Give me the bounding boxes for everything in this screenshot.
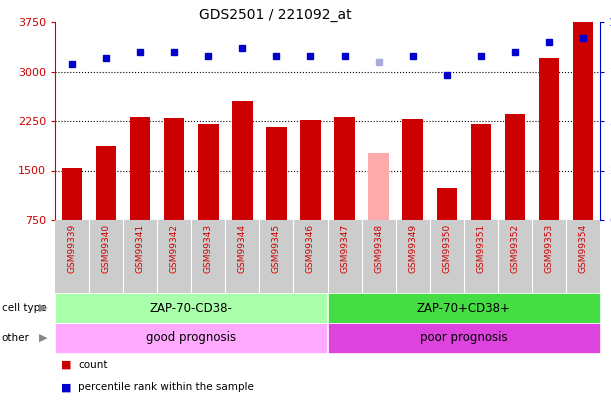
Text: GSM99340: GSM99340: [101, 224, 111, 273]
Text: ▶: ▶: [38, 333, 47, 343]
Text: GSM99352: GSM99352: [510, 224, 519, 273]
Text: GSM99343: GSM99343: [204, 224, 213, 273]
Bar: [198, 124, 219, 220]
Text: percentile rank within the sample: percentile rank within the sample: [78, 382, 254, 392]
Text: GDS2501 / 221092_at: GDS2501 / 221092_at: [199, 8, 351, 22]
Bar: [470, 124, 491, 220]
Text: GSM99353: GSM99353: [544, 224, 554, 273]
Bar: [300, 120, 321, 220]
Text: other: other: [2, 333, 30, 343]
Text: GSM99346: GSM99346: [306, 224, 315, 273]
Bar: [164, 118, 185, 220]
Text: ▶: ▶: [38, 303, 47, 313]
Text: GSM99341: GSM99341: [136, 224, 145, 273]
Bar: [573, 22, 593, 220]
Text: ■: ■: [61, 360, 71, 370]
Text: GSM99344: GSM99344: [238, 224, 247, 273]
Text: GSM99345: GSM99345: [272, 224, 281, 273]
Text: GSM99348: GSM99348: [374, 224, 383, 273]
Text: GSM99347: GSM99347: [340, 224, 349, 273]
Bar: [539, 58, 559, 220]
Bar: [266, 127, 287, 220]
Bar: [403, 119, 423, 220]
Bar: [96, 146, 116, 220]
Text: GSM99350: GSM99350: [442, 224, 451, 273]
Text: GSM99349: GSM99349: [408, 224, 417, 273]
Text: count: count: [78, 360, 108, 370]
Text: ■: ■: [61, 382, 71, 392]
Text: cell type: cell type: [2, 303, 46, 313]
Text: ZAP-70+CD38+: ZAP-70+CD38+: [417, 301, 511, 315]
Bar: [368, 153, 389, 220]
Text: GSM99354: GSM99354: [579, 224, 587, 273]
Text: GSM99342: GSM99342: [170, 224, 179, 273]
Bar: [130, 117, 150, 220]
Bar: [62, 168, 82, 220]
Text: GSM99339: GSM99339: [68, 224, 76, 273]
Bar: [505, 114, 525, 220]
Text: ZAP-70-CD38-: ZAP-70-CD38-: [150, 301, 233, 315]
Bar: [232, 100, 252, 220]
Text: good prognosis: good prognosis: [146, 332, 236, 345]
Bar: [334, 117, 355, 220]
Text: GSM99351: GSM99351: [477, 224, 485, 273]
Text: poor prognosis: poor prognosis: [420, 332, 508, 345]
Bar: [436, 188, 457, 220]
